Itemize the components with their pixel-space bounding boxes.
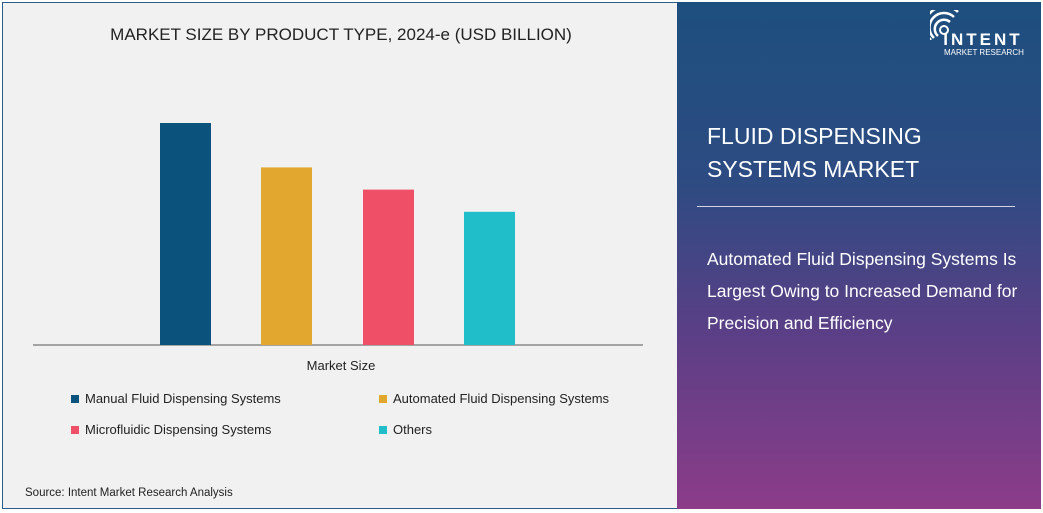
legend-swatch [379, 394, 387, 403]
legend-item-manual: Manual Fluid Dispensing Systems [71, 391, 281, 406]
legend-label: Automated Fluid Dispensing Systems [393, 391, 610, 406]
signal-icon [930, 10, 959, 40]
info-panel [677, 2, 1041, 509]
legend-swatch [71, 394, 79, 403]
legend-label: Manual Fluid Dispensing Systems [85, 391, 281, 406]
legend-label: Microfluidic Dispensing Systems [85, 422, 272, 437]
chart-panel: MARKET SIZE BY PRODUCT TYPE, 2024-e (USD… [2, 2, 678, 509]
legend-label: Others [393, 422, 433, 437]
legend-item-others: Others [379, 422, 432, 437]
intent-logo: INTENT MARKET RESEARCH [930, 10, 1024, 57]
bar-4 [464, 211, 515, 345]
source-note: Source: Intent Market Research Analysis [25, 487, 233, 499]
bar-2 [261, 167, 312, 345]
logo-sub: MARKET RESEARCH [944, 48, 1024, 57]
divider [697, 206, 1015, 207]
market-title: FLUID DISPENSING SYSTEMS MARKET [707, 123, 922, 182]
bar-1 [160, 123, 211, 345]
chart-title: MARKET SIZE BY PRODUCT TYPE, 2024-e (USD… [110, 25, 572, 44]
logo-brand: INTENT [943, 30, 1023, 49]
bar-3 [363, 189, 414, 345]
x-axis-label: Market Size [306, 358, 376, 373]
legend-item-automated: Automated Fluid Dispensing Systems [379, 391, 609, 406]
bar-chart [33, 123, 643, 346]
legend-swatch [379, 425, 387, 434]
highlight-text: Automated Fluid Dispensing Systems Is La… [707, 249, 1018, 333]
legend-swatch [71, 425, 79, 434]
legend-item-microfluidic: Microfluidic Dispensing Systems [71, 422, 271, 437]
